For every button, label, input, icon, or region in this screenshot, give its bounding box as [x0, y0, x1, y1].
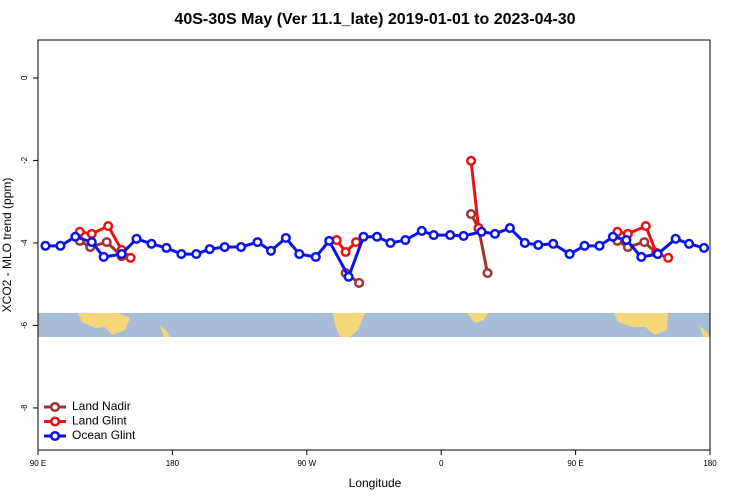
data-point [639, 237, 650, 248]
data-point [636, 251, 647, 263]
x-axis-label: Longitude [349, 476, 402, 490]
data-point [607, 231, 618, 242]
data-point [445, 230, 456, 241]
data-point [354, 277, 365, 288]
map-land [160, 326, 170, 337]
data-point [294, 249, 305, 260]
data-point [324, 235, 335, 246]
x-tick-label: 90 W [297, 459, 316, 468]
data-point [116, 249, 127, 260]
data-point [594, 240, 605, 251]
map-land [78, 313, 130, 335]
data-point [579, 240, 590, 251]
data-point [252, 237, 263, 248]
x-tick-label: 0 [439, 459, 444, 468]
x-tick-label: 180 [703, 459, 717, 468]
legend-marker [49, 430, 61, 442]
data-point [458, 230, 469, 241]
legend-marker [49, 401, 61, 413]
map-land [700, 326, 710, 337]
data-point [428, 230, 439, 241]
data-point [519, 237, 530, 248]
data-point [670, 233, 681, 244]
data-point [652, 249, 663, 260]
data-point [176, 249, 187, 260]
y-tick-label: -6 [20, 321, 29, 329]
data-point [146, 238, 157, 249]
y-tick-label: -4 [20, 239, 29, 247]
legend-label: Land Glint [72, 414, 127, 428]
data-point [476, 226, 487, 237]
data-point [280, 232, 291, 244]
data-point [663, 252, 674, 263]
data-point [70, 231, 81, 242]
data-point [351, 237, 362, 248]
data-point [466, 155, 477, 166]
data-point [101, 237, 112, 248]
data-point [489, 228, 501, 239]
data-point [40, 240, 51, 251]
y-tick-label: -8 [20, 404, 29, 412]
data-point [343, 271, 354, 282]
data-point [98, 251, 109, 263]
data-point [416, 225, 427, 237]
data-point [204, 244, 215, 255]
x-tick-label: 90 E [567, 459, 583, 468]
data-point [55, 240, 66, 251]
map-land [614, 313, 668, 335]
data-point [191, 249, 202, 260]
data-point [86, 228, 97, 239]
data-point [265, 245, 277, 256]
data-point [533, 239, 544, 251]
map-ocean [38, 313, 710, 337]
data-point [219, 242, 230, 253]
data-point [698, 242, 710, 253]
data-point [482, 267, 493, 279]
x-tick-label: 180 [166, 459, 180, 468]
data-point [621, 235, 632, 246]
legend-label: Land Nadir [72, 399, 131, 413]
y-axis-label: XCO2 - MLO trend (ppm) [0, 178, 14, 313]
legend-label: Ocean Glint [72, 428, 136, 442]
x-tick-label: 90 E [30, 459, 46, 468]
y-tick-label: -2 [20, 156, 29, 164]
data-point [548, 238, 559, 249]
data-point [161, 242, 172, 253]
data-point [103, 220, 114, 232]
data-point [684, 238, 695, 249]
data-point [371, 231, 383, 242]
data-point [86, 237, 97, 248]
data-point [358, 231, 369, 242]
data-point [564, 249, 575, 260]
data-point [236, 242, 247, 253]
data-point [504, 223, 515, 234]
data-point [131, 233, 142, 244]
data-point [400, 235, 411, 246]
plot-frame [37, 39, 711, 451]
data-point [340, 246, 351, 258]
data-point [640, 220, 651, 232]
data-point [385, 237, 396, 248]
map-strip [38, 313, 710, 337]
data-point [310, 251, 321, 263]
legend-marker [49, 416, 61, 427]
data-point [466, 209, 477, 220]
y-tick-label: 0 [20, 75, 29, 80]
map-land [467, 313, 488, 323]
map-land [333, 313, 365, 337]
data-point [125, 252, 136, 263]
chart-title: 40S-30S May (Ver 11.1_late) 2019-01-01 t… [174, 11, 575, 28]
